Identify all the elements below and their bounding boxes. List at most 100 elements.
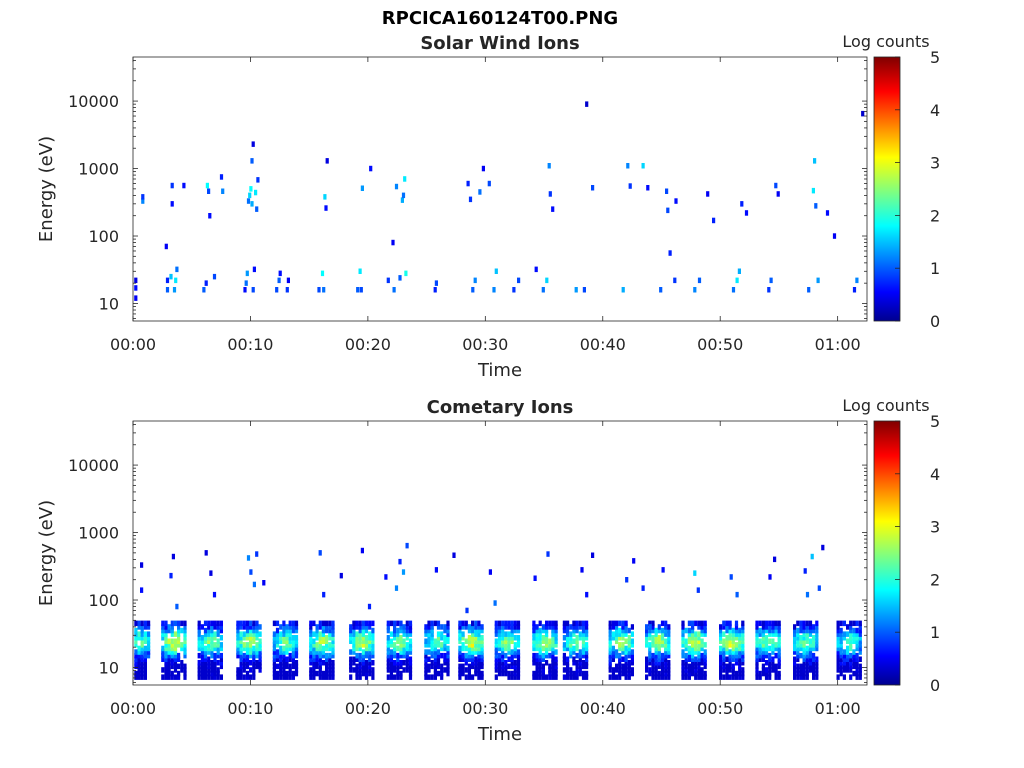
heatmap-cell	[389, 620, 393, 627]
heatmap-cell	[697, 620, 701, 627]
heatmap-cell	[474, 667, 478, 673]
heatmap-cell	[575, 627, 579, 634]
heatmap-cell	[815, 656, 819, 662]
heatmap-cell	[755, 638, 759, 644]
heatmap-cell	[396, 667, 400, 673]
heatmap-cell	[802, 635, 806, 641]
heatmap-cell	[402, 642, 406, 648]
heatmap-cell	[368, 670, 372, 677]
heatmap-cell	[513, 620, 517, 627]
heatmap-cell	[396, 627, 400, 634]
heatmap-cell	[694, 667, 698, 673]
heatmap-cell	[216, 631, 220, 637]
heatmap-cell	[249, 674, 253, 680]
heatmap-cell	[681, 624, 685, 630]
heatmap-cell	[143, 624, 147, 630]
heatmap-cell	[321, 670, 325, 677]
heatmap-cell	[805, 660, 809, 666]
heatmap-cell	[427, 635, 431, 641]
heatmap-cell	[731, 656, 735, 662]
heatmap-cell	[738, 645, 742, 652]
heatmap-cell	[291, 660, 295, 666]
heatmap-cell	[802, 656, 806, 662]
heatmap-cell	[667, 663, 671, 670]
heatmap-cell	[728, 667, 732, 673]
heatmap-cell	[532, 635, 536, 641]
heatmap-cell	[464, 624, 468, 630]
heatmap-cell	[771, 627, 775, 634]
heatmap-cell	[654, 631, 658, 637]
heatmap-cell	[849, 631, 853, 637]
heatmap-cell	[325, 620, 329, 627]
heatmap-cell	[731, 287, 736, 293]
heatmap-cell	[258, 642, 262, 648]
heatmap-cell	[849, 663, 853, 670]
heatmap-cell	[691, 652, 695, 659]
heatmap-cell	[249, 649, 253, 655]
heatmap-cell	[805, 663, 809, 670]
heatmap-cell	[173, 674, 178, 680]
heatmap-cell	[624, 670, 628, 677]
heatmap-cell	[551, 674, 555, 680]
heatmap-cell	[608, 620, 612, 627]
heatmap-cell	[722, 674, 726, 680]
heatmap-cell	[572, 656, 576, 662]
y-axis-label-cometary: Energy (eV)	[36, 500, 57, 606]
heatmap-cell	[134, 285, 138, 291]
heatmap-cell	[621, 631, 625, 637]
heatmap-cell	[360, 185, 364, 191]
heatmap-cell	[627, 674, 631, 680]
heatmap-cell	[272, 645, 276, 652]
heatmap-cell	[796, 670, 800, 677]
heatmap-cell	[796, 645, 800, 652]
heatmap-cell	[433, 674, 437, 680]
heatmap-cell	[371, 667, 375, 673]
heatmap-cell	[734, 642, 739, 648]
heatmap-cell	[249, 652, 253, 659]
heatmap-cell	[516, 638, 521, 644]
heatmap-cell	[255, 551, 259, 557]
heatmap-cell	[722, 656, 726, 662]
heatmap-cell	[532, 670, 536, 677]
heatmap-cell	[719, 635, 723, 641]
heatmap-cell	[134, 277, 138, 284]
heatmap-cell	[846, 667, 850, 673]
heatmap-cell	[836, 663, 840, 670]
heatmap-cell	[143, 652, 147, 659]
heatmap-cell	[312, 620, 316, 627]
heatmap-cell	[170, 201, 174, 207]
heatmap-cell	[648, 645, 652, 652]
heatmap-cell	[693, 287, 697, 293]
heatmap-cell	[443, 645, 447, 652]
heatmap-cell	[255, 620, 259, 627]
y-tick-label: 10000	[68, 456, 119, 475]
heatmap-cell	[802, 645, 806, 652]
heatmap-cell	[585, 660, 589, 666]
heatmap-cell	[645, 674, 649, 680]
heatmap-cell	[282, 635, 286, 641]
heatmap-cell	[572, 627, 576, 634]
heatmap-cell	[815, 627, 819, 634]
heatmap-cell	[551, 656, 555, 662]
heatmap-cell	[758, 627, 762, 634]
heatmap-cell	[285, 660, 289, 666]
heatmap-cell	[436, 624, 441, 630]
heatmap-cell	[608, 656, 612, 662]
heatmap-cell	[501, 635, 505, 641]
heatmap-cell	[331, 631, 335, 637]
heatmap-cell	[394, 585, 399, 591]
heatmap-cell	[213, 674, 217, 680]
heatmap-cell	[210, 649, 214, 655]
heatmap-cell	[140, 620, 144, 627]
heatmap-cell	[774, 645, 778, 652]
heatmap-cell	[585, 645, 589, 652]
heatmap-cell	[849, 620, 853, 627]
heatmap-cell	[480, 627, 484, 634]
heatmap-cell	[161, 649, 165, 655]
heatmap-cell	[684, 642, 688, 648]
heatmap-cell	[396, 670, 400, 677]
heatmap-cell	[318, 674, 322, 680]
heatmap-cell	[386, 627, 390, 634]
heatmap-cell	[691, 663, 695, 670]
heatmap-cell	[858, 620, 862, 627]
